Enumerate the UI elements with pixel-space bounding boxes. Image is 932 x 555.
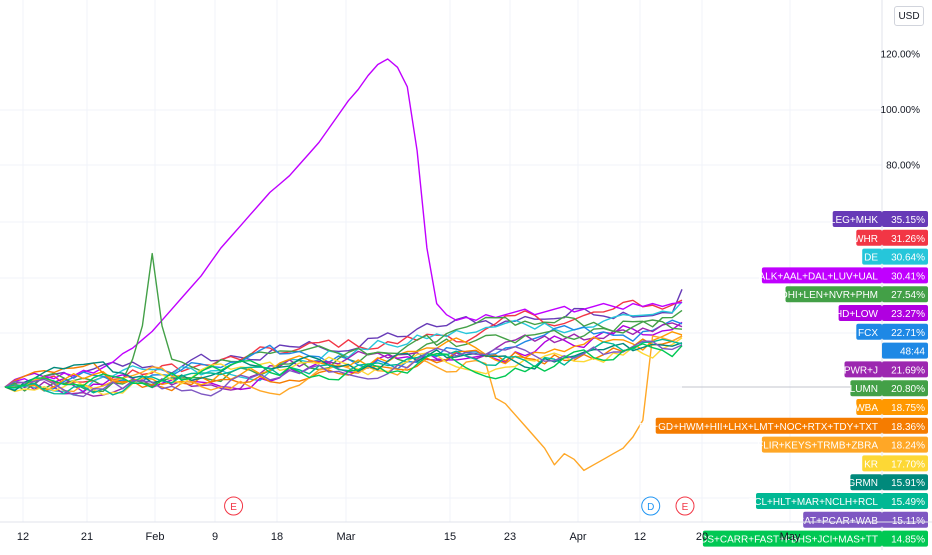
series-badge-name: DHI+LEN+NVR+PHM [780, 290, 878, 301]
series-badge-value: 20.80% [891, 384, 925, 395]
series-line-alk-aal-dal-luv-ual[interactable] [4, 58, 683, 388]
series-layer [4, 58, 683, 472]
series-badge-name: FCX [858, 328, 878, 339]
x-tick-label: 15 [444, 531, 456, 543]
series-badge-name: DE [864, 253, 878, 264]
series-badge: FLIR+KEYS+TRMB+ZBRA 18.24% [757, 436, 928, 453]
series-badge-name: GRMN [847, 478, 878, 489]
series-badge-name: CAT+PCAR+WAB [797, 516, 878, 527]
series-badge-name: FLIR+KEYS+TRMB+ZBRA [757, 441, 878, 452]
x-tick-label: Apr [569, 531, 586, 543]
series-line-whr[interactable] [4, 299, 683, 388]
series-badge-value: 31.26% [891, 234, 925, 245]
x-tick-label: 21 [81, 531, 93, 543]
series-badge-value: 27.54% [891, 290, 925, 301]
series-badge: CCL+HLT+MAR+NCLH+RCL 15.49% [747, 493, 928, 509]
series-line-lumn[interactable] [4, 319, 683, 392]
series-badge-name: ALK+AAL+DAL+LUV+UAL [758, 271, 878, 282]
event-marker-label: D [647, 502, 654, 513]
currency-badge[interactable]: USD [894, 6, 924, 26]
series-badge-name: WBA [855, 403, 878, 414]
series-badge-value: 18.24% [891, 441, 925, 452]
event-marker[interactable]: E [224, 496, 244, 516]
series-badge: ALK+AAL+DAL+LUV+UAL 30.41% [758, 267, 928, 284]
series-badge-value: 23.27% [891, 309, 925, 320]
grid-layer [0, 0, 882, 522]
series-badge: DHI+LEN+NVR+PHM 27.54% [780, 286, 928, 303]
series-badge-name: KR [864, 459, 878, 470]
x-tick-label: Mar [337, 531, 356, 543]
series-badge-value: 15.11% [892, 516, 925, 527]
series-badge-name: PWR+J [844, 365, 878, 376]
x-tick-label: 18 [271, 531, 283, 543]
x-tick-label: 12 [634, 531, 646, 543]
series-badge: PWR+J 21.69% [844, 361, 928, 378]
event-marker[interactable]: E [675, 496, 695, 516]
x-tick-label: 23 [504, 531, 516, 543]
countdown-label: 48:44 [900, 347, 925, 358]
y-tick-label: 100.00% [881, 105, 921, 116]
series-badge-name: CCL+HLT+MAR+NCLH+RCL [747, 497, 878, 508]
series-badge-value: 30.41% [891, 271, 925, 282]
series-badge-value: 17.70% [891, 459, 925, 470]
x-tick-label: Feb [146, 531, 165, 543]
series-badge-name: HD+LOW [835, 309, 879, 320]
series-line-leg-mhk[interactable] [4, 289, 683, 388]
series-badge: FCX 22.71% 48:44 [856, 323, 928, 359]
series-badge: AOS+CARR+FAST+FBHS+JCI+MAS+TT 14.85% [693, 530, 928, 547]
event-marker-label: E [230, 502, 237, 513]
series-badge-name: BA+GD+HWM+HII+LHX+LMT+NOC+RTX+TDY+TXT [639, 422, 878, 433]
series-badge-value: 18.36% [891, 422, 925, 433]
series-badge-name: WHR [854, 234, 878, 245]
series-badge: LUMN 20.80% [850, 380, 928, 397]
x-tick-label: 20 [696, 531, 708, 543]
series-line-cat-pcar-wab[interactable] [4, 340, 683, 398]
series-badge-name: AOS+CARR+FAST+FBHS+JCI+MAS+TT [693, 535, 878, 546]
event-marker-label: E [682, 502, 689, 513]
series-line-dhi-len-nvr-phm[interactable] [4, 252, 683, 390]
series-badge: WBA 18.75% [855, 399, 928, 415]
series-badge: BA+GD+HWM+HII+LHX+LMT+NOC+RTX+TDY+TXT 18.… [639, 417, 928, 434]
series-badge-name: LUMN [850, 384, 878, 395]
series-line-aos-carr-fast-fbhs-jci-mas-tt[interactable] [4, 343, 683, 389]
series-badge: CAT+PCAR+WAB 15.11% [797, 511, 928, 528]
series-badges: LEG+MHK 35.15%WHR 31.26%DE 30.64%ALK+AAL+DA… [639, 211, 928, 547]
series-line-pwr-j[interactable] [4, 322, 683, 397]
series-badge: KR 17.70% [862, 455, 928, 472]
series-badge-value: 30.64% [891, 253, 925, 264]
series-badge-value: 15.91% [891, 478, 925, 489]
series-badge-value: 35.15% [891, 215, 925, 226]
event-marker[interactable]: D [641, 496, 661, 516]
countdown-badge [882, 342, 928, 359]
series-badge: HD+LOW 23.27% [835, 305, 928, 321]
y-tick-label: 80.00% [886, 161, 920, 172]
series-badge: WHR 31.26% [854, 229, 928, 246]
series-badge-value: 15.49% [891, 497, 925, 508]
y-tick-label: 120.00% [881, 49, 921, 60]
series-badge: LEG+MHK 35.15% [830, 211, 928, 227]
series-badge-value: 21.69% [891, 365, 925, 376]
series-line-ccl-hlt-mar-nclh-rcl[interactable] [4, 338, 683, 396]
x-tick-label: 12 [17, 531, 29, 543]
series-badge-value: 14.85% [891, 535, 925, 546]
series-badge-name: LEG+MHK [830, 215, 878, 226]
x-tick-label: 9 [212, 531, 218, 543]
series-badge: DE 30.64% [862, 248, 928, 265]
series-badge-value: 18.75% [891, 403, 925, 414]
series-badge-value: 22.71% [891, 328, 925, 339]
series-badge: GRMN 15.91% [847, 474, 928, 491]
time-axis[interactable]: 12 21 Feb 9 18 Mar 15 23 Apr 12 20 May [0, 521, 932, 543]
x-tick-label: May [780, 531, 801, 543]
